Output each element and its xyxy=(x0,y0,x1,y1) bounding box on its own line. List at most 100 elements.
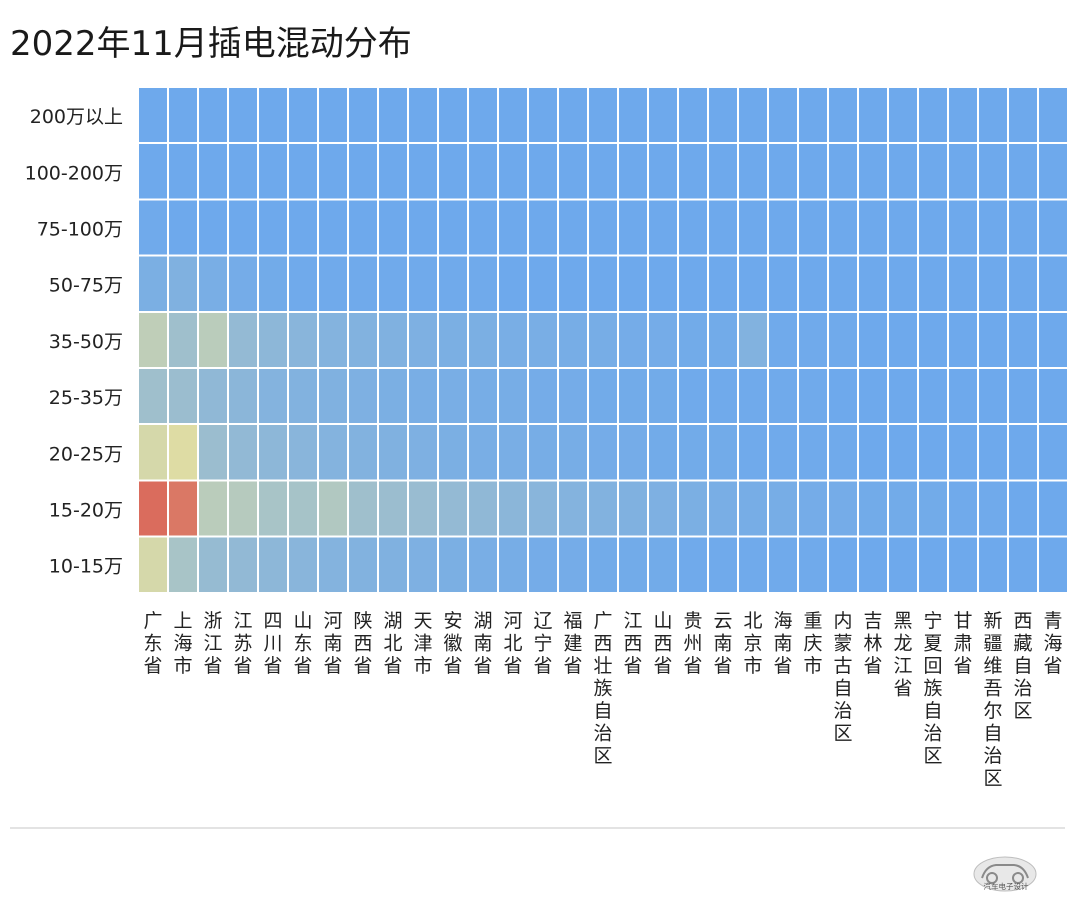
heatmap-cell xyxy=(409,481,437,536)
heatmap-cell xyxy=(1009,144,1037,199)
x-tick-label: 甘肃省 xyxy=(953,610,972,677)
heatmap-cell xyxy=(829,144,857,199)
heatmap-cell xyxy=(1039,144,1067,199)
heatmap-cell xyxy=(319,144,347,199)
heatmap-cell xyxy=(709,369,737,424)
heatmap-cell xyxy=(739,200,767,255)
heatmap-cell xyxy=(679,200,707,255)
heatmap-cell xyxy=(949,481,977,536)
heatmap-cell xyxy=(499,537,527,592)
heatmap-cell xyxy=(799,256,827,311)
heatmap-cell xyxy=(319,537,347,592)
heatmap-cell xyxy=(259,537,287,592)
heatmap-cell xyxy=(229,88,257,143)
heatmap-cell xyxy=(949,369,977,424)
heatmap-cell xyxy=(379,312,407,367)
x-tick-label: 上海市 xyxy=(173,610,192,677)
heatmap-cell xyxy=(709,537,737,592)
heatmap-cell xyxy=(229,312,257,367)
heatmap-cell xyxy=(199,537,227,592)
heatmap-cell xyxy=(589,537,617,592)
x-tick-label: 安徽省 xyxy=(443,610,462,677)
heatmap-cell xyxy=(1009,481,1037,536)
heatmap-cell xyxy=(1039,369,1067,424)
heatmap-cell xyxy=(799,537,827,592)
x-tick-label: 广西壮族自治区 xyxy=(593,610,612,767)
heatmap-cell xyxy=(979,425,1007,480)
heatmap-cell xyxy=(439,200,467,255)
heatmap-cell xyxy=(739,369,767,424)
heatmap-cell xyxy=(439,256,467,311)
heatmap-cell xyxy=(769,425,797,480)
x-tick-label: 辽宁省 xyxy=(533,610,552,677)
heatmap-cell xyxy=(169,200,197,255)
x-tick-label: 云南省 xyxy=(713,610,732,677)
heatmap-cell xyxy=(439,537,467,592)
heatmap-cell xyxy=(1039,88,1067,143)
heatmap-cell xyxy=(169,425,197,480)
heatmap-cell xyxy=(829,256,857,311)
heatmap-cell xyxy=(499,200,527,255)
heatmap-cell xyxy=(169,481,197,536)
heatmap-cell xyxy=(139,425,167,480)
heatmap-cell xyxy=(349,144,377,199)
heatmap-cell xyxy=(709,256,737,311)
x-tick-label: 北京市 xyxy=(743,610,762,677)
heatmap-cell xyxy=(289,144,317,199)
x-tick-label: 四川省 xyxy=(263,610,282,677)
x-tick-label: 山东省 xyxy=(293,610,312,677)
heatmap-cell xyxy=(139,537,167,592)
heatmap-cell xyxy=(439,425,467,480)
heatmap-cell xyxy=(829,312,857,367)
heatmap-cell xyxy=(889,312,917,367)
x-tick-label: 广东省 xyxy=(143,610,162,677)
heatmap-cell xyxy=(439,144,467,199)
heatmap-cell xyxy=(469,425,497,480)
heatmap-cell xyxy=(259,481,287,536)
heatmap-cell xyxy=(379,425,407,480)
heatmap-cell xyxy=(409,88,437,143)
heatmap-cell xyxy=(1009,256,1037,311)
heatmap-cell xyxy=(649,537,677,592)
heatmap-cell xyxy=(349,481,377,536)
heatmap-cell xyxy=(979,200,1007,255)
heatmap-cell xyxy=(1039,537,1067,592)
heatmap-cell xyxy=(319,425,347,480)
heatmap-cell xyxy=(859,88,887,143)
heatmap-cell xyxy=(499,88,527,143)
heatmap-cell xyxy=(199,144,227,199)
heatmap-cell xyxy=(199,481,227,536)
heatmap-chart: 200万以上 100-200万 75-100万 50-75万 35-50万 25-35万 2… xyxy=(25,88,1067,790)
heatmap-cell xyxy=(1039,425,1067,480)
heatmap-cell xyxy=(799,200,827,255)
heatmap-cell xyxy=(229,369,257,424)
heatmap-cell xyxy=(289,256,317,311)
heatmap-cell xyxy=(859,537,887,592)
heatmap-cell xyxy=(829,369,857,424)
heatmap-cell xyxy=(139,200,167,255)
x-tick-label: 湖北省 xyxy=(383,610,402,677)
heatmap-cell xyxy=(739,256,767,311)
heatmap-cell xyxy=(619,88,647,143)
heatmap-cell xyxy=(409,425,437,480)
heatmap-cell xyxy=(589,369,617,424)
heatmap-cell xyxy=(619,537,647,592)
heatmap-cell xyxy=(289,88,317,143)
x-tick-label: 重庆市 xyxy=(803,610,822,677)
heatmap-cell xyxy=(499,144,527,199)
heatmap-cell xyxy=(589,200,617,255)
heatmap-cell xyxy=(1009,312,1037,367)
heatmap-cell xyxy=(739,481,767,536)
heatmap-cell xyxy=(619,256,647,311)
heatmap-cell xyxy=(349,312,377,367)
heatmap-cell xyxy=(919,144,947,199)
heatmap-cell xyxy=(739,144,767,199)
heatmap-cell xyxy=(859,312,887,367)
heatmap-cell xyxy=(139,481,167,536)
heatmap-cell xyxy=(469,256,497,311)
heatmap-cell xyxy=(409,144,437,199)
x-tick-label: 青海省 xyxy=(1043,610,1062,677)
heatmap-cell xyxy=(379,369,407,424)
heatmap-cell xyxy=(469,369,497,424)
heatmap-cell xyxy=(289,312,317,367)
